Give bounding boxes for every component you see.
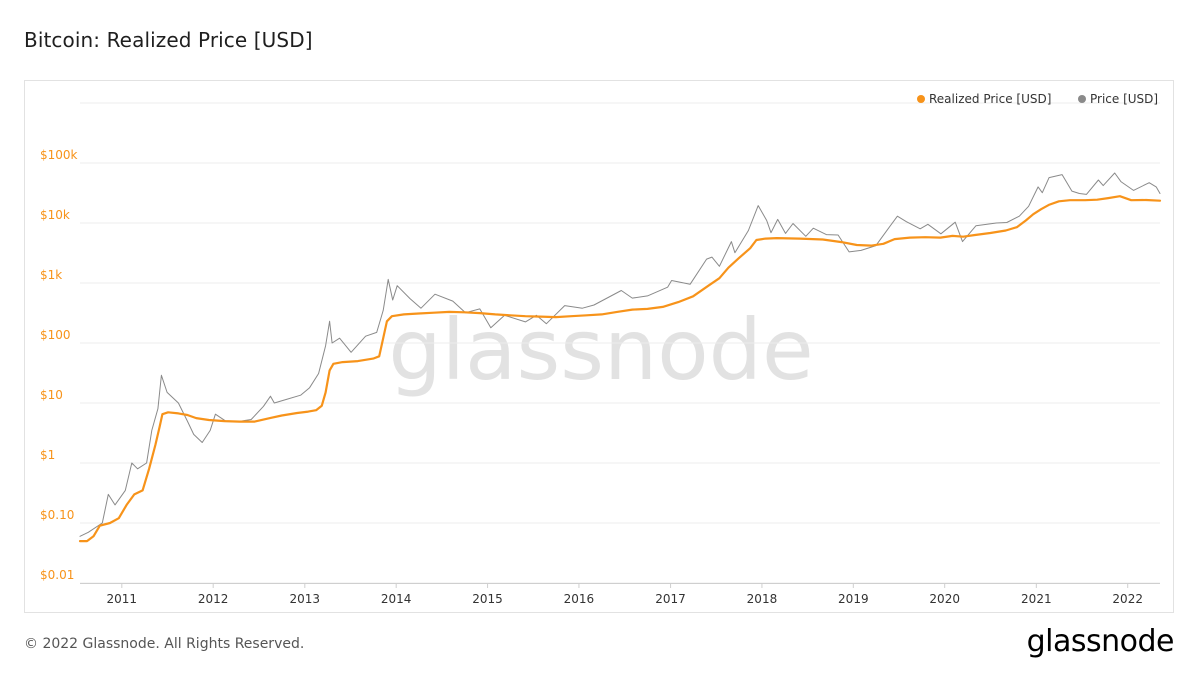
x-tick-label: 2014 <box>381 592 412 606</box>
y-tick-label: $10k <box>40 208 70 222</box>
x-tick-label: 2015 <box>472 592 503 606</box>
y-tick-label: $1 <box>40 448 55 462</box>
y-tick-label: $0.10 <box>40 508 74 522</box>
copyright-text: © 2022 Glassnode. All Rights Reserved. <box>24 636 305 652</box>
chart-svg: glassnode $0.01 $0.10 $1 $10 $100 $1k $10k $100… <box>40 92 1162 606</box>
x-tick-label: 2012 <box>198 592 229 606</box>
grid-layer <box>80 102 1160 584</box>
x-tick-label: 2021 <box>1021 592 1052 606</box>
legend-label-realized-price: Realized Price [USD] <box>929 92 1051 106</box>
legend-item-price[interactable]: Price [USD] <box>1078 92 1158 106</box>
y-tick-label: $100k <box>40 148 78 162</box>
chart-container: glassnode $0.01 $0.10 $1 $10 $100 $1k $10k $100… <box>24 80 1174 613</box>
x-tick-label: 2011 <box>107 592 138 606</box>
x-tick-label: 2022 <box>1112 592 1143 606</box>
legend-item-realized-price[interactable]: Realized Price [USD] <box>917 92 1051 106</box>
y-tick-label: $10 <box>40 388 63 402</box>
series-layer <box>78 172 1162 543</box>
x-tick-label: 2017 <box>655 592 686 606</box>
x-tick-label: 2013 <box>290 592 321 606</box>
y-tick-label: $100 <box>40 328 71 342</box>
x-axis: 2011 2012 2013 2014 2015 2016 2017 2018 2019 2020… <box>80 583 1160 606</box>
y-axis: $0.01 $0.10 $1 $10 $100 $1k $10k $100k <box>40 148 78 582</box>
legend-marker-price <box>1078 95 1086 103</box>
legend[interactable]: Realized Price [USD] Price [USD] <box>917 92 1158 106</box>
watermark-text: glassnode <box>388 301 813 399</box>
y-tick-label: $0.01 <box>40 568 74 582</box>
legend-marker-realized-price <box>917 95 925 103</box>
page-title: Bitcoin: Realized Price [USD] <box>24 28 313 52</box>
y-tick-label: $1k <box>40 268 62 282</box>
x-tick-label: 2020 <box>929 592 960 606</box>
x-tick-label: 2018 <box>747 592 778 606</box>
glassnode-logo[interactable]: glassnode <box>1026 624 1175 659</box>
x-tick-label: 2019 <box>838 592 869 606</box>
legend-label-price: Price [USD] <box>1090 92 1158 106</box>
x-tick-label: 2016 <box>564 592 595 606</box>
series-line-realized-price <box>78 195 1162 543</box>
